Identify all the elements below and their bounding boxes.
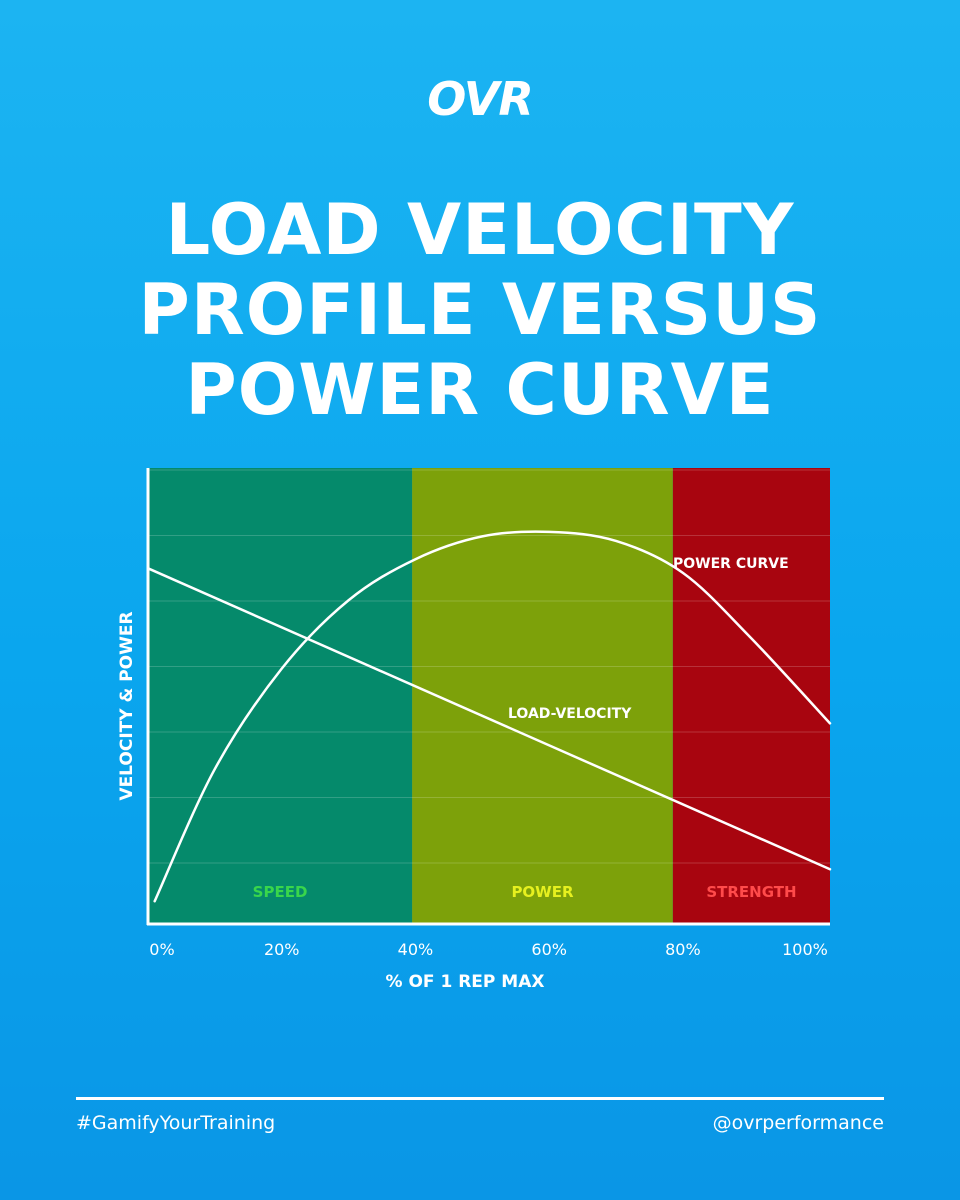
zone-label-power: POWER [511,883,574,901]
x-tick-label: 40% [398,940,434,959]
title-line-1: LOAD VELOCITY [165,189,795,271]
x-axis-label: % OF 1 REP MAX [386,972,545,992]
hashtag-text: #GamifyYourTraining [76,1112,276,1134]
zone-power [412,468,673,924]
social-handle[interactable]: @ovrperformance [712,1112,884,1134]
series-line-power-curve [153,530,832,903]
axes [146,468,830,926]
series-lines [146,530,832,903]
x-tick-label: 60% [531,940,567,959]
series-line-load-velocity [146,567,832,871]
title-line-2: PROFILE VERSUS [138,269,822,351]
page-title: LOAD VELOCITY PROFILE VERSUS POWER CURVE [0,190,960,430]
x-tick-label: 100% [782,940,828,959]
x-tick-label: 20% [264,940,300,959]
y-axis-label: VELOCITY & POWER [117,611,137,800]
zone-label-strength: STRENGTH [706,883,796,901]
title-line-3: POWER CURVE [185,349,775,431]
series-label-load-velocity: LOAD-VELOCITY [508,706,632,722]
chart-labels: SPEED POWER STRENGTH POWER CURVE LOAD-VELOCI… [117,556,828,992]
zone-speed [148,468,413,924]
ovr-logo: OVR [427,72,534,126]
zone-bands [148,468,830,924]
x-tick-label: 80% [665,940,701,959]
x-tick-label: 0% [149,940,174,959]
footer-divider [76,1097,884,1100]
grid-lines [148,469,830,864]
zone-label-speed: SPEED [253,883,308,901]
series-label-power-curve: POWER CURVE [673,556,789,572]
